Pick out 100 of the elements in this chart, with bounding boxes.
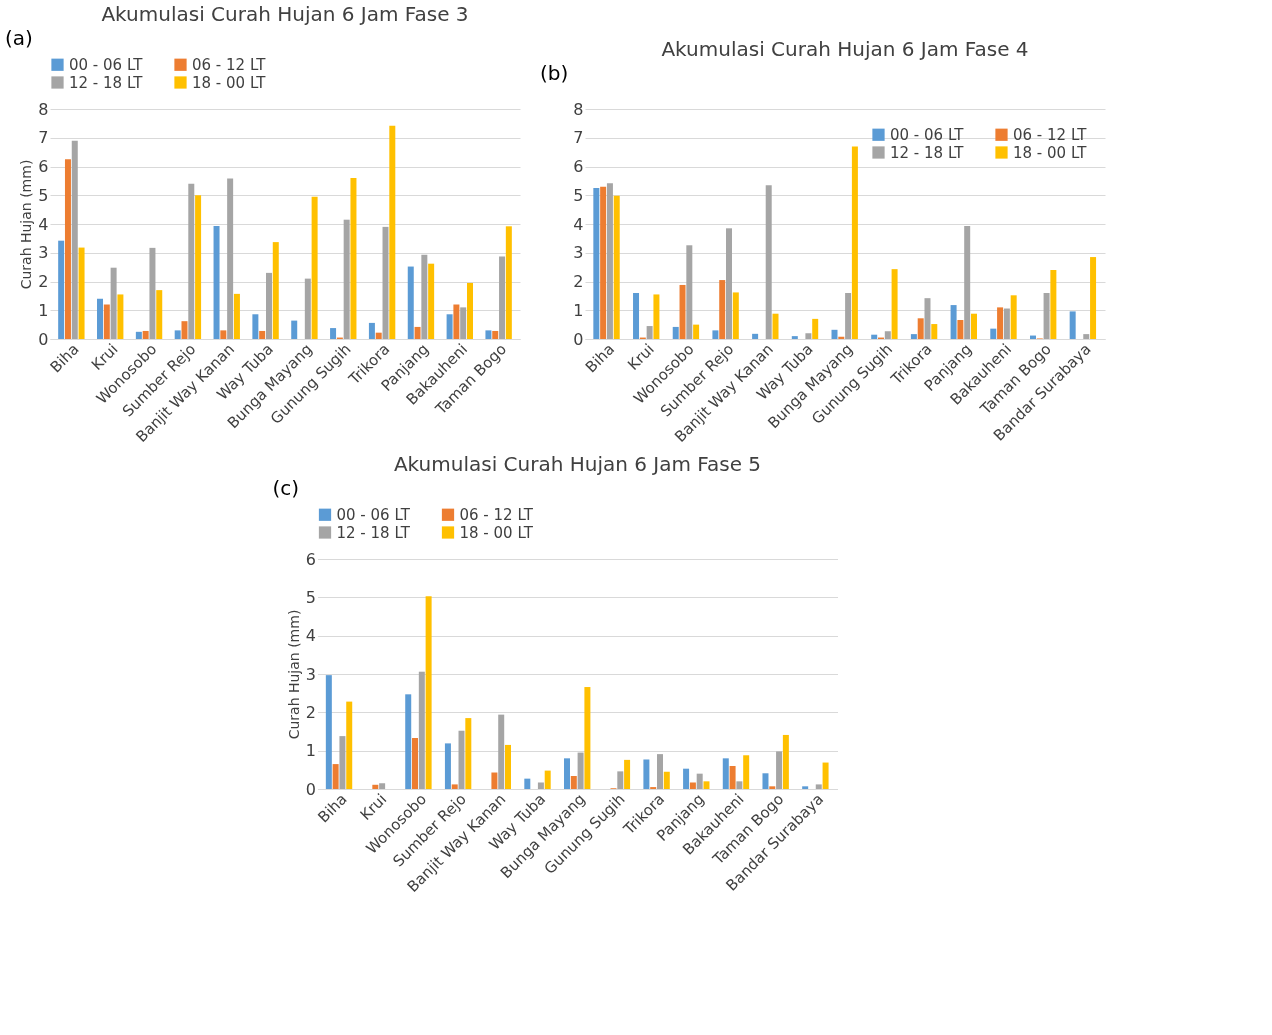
y-tick-label: 5 bbox=[305, 587, 316, 607]
y-tick-label: 5 bbox=[38, 185, 49, 205]
bar bbox=[719, 280, 726, 339]
bar bbox=[1069, 311, 1076, 339]
bar bbox=[931, 324, 938, 339]
bar bbox=[851, 146, 858, 339]
chart-title: Akumulasi Curah Hujan 6 Jam Fase 3 bbox=[101, 2, 469, 26]
bar bbox=[233, 293, 240, 339]
bar bbox=[544, 770, 551, 789]
bar bbox=[997, 307, 1004, 339]
bar bbox=[577, 752, 584, 789]
bar bbox=[782, 734, 789, 789]
bar bbox=[453, 304, 460, 339]
bar bbox=[485, 330, 492, 339]
bar bbox=[769, 786, 776, 789]
bar bbox=[765, 185, 772, 339]
bar bbox=[822, 762, 829, 789]
bar bbox=[743, 755, 750, 789]
bar bbox=[624, 759, 631, 789]
bar bbox=[802, 786, 809, 789]
y-tick-label: 1 bbox=[305, 741, 316, 761]
y-tick-label: 0 bbox=[305, 779, 316, 799]
bar bbox=[188, 183, 195, 339]
bar bbox=[368, 322, 375, 339]
y-tick-label: 1 bbox=[38, 300, 49, 320]
bar bbox=[884, 331, 891, 339]
bar bbox=[570, 775, 577, 789]
legend-label: 18 - 00 LT bbox=[1013, 143, 1088, 162]
bar bbox=[156, 290, 163, 339]
bar bbox=[505, 744, 512, 789]
bar bbox=[752, 333, 759, 339]
bar bbox=[505, 226, 512, 339]
bar bbox=[831, 329, 838, 339]
legend-label: 00 - 06 LT bbox=[890, 125, 965, 144]
legend-label: 18 - 00 LT bbox=[459, 523, 534, 542]
bar bbox=[646, 326, 653, 339]
bar bbox=[110, 267, 117, 339]
bar bbox=[584, 687, 591, 789]
bar bbox=[924, 298, 931, 339]
bar bbox=[446, 314, 453, 339]
bar bbox=[970, 313, 977, 339]
bar bbox=[805, 333, 812, 339]
bar bbox=[149, 247, 156, 339]
y-tick-label: 7 bbox=[573, 128, 584, 148]
bar bbox=[845, 293, 852, 339]
bar bbox=[444, 743, 451, 789]
bar bbox=[332, 764, 339, 789]
bar bbox=[350, 178, 357, 339]
legend-label: 12 - 18 LT bbox=[69, 73, 144, 92]
bar bbox=[917, 318, 924, 339]
bar bbox=[372, 784, 379, 789]
bar bbox=[330, 328, 337, 339]
y-tick-label: 4 bbox=[305, 626, 316, 646]
bar bbox=[957, 320, 964, 339]
bar bbox=[693, 324, 700, 339]
legend-label: 00 - 06 LT bbox=[336, 505, 411, 524]
bar bbox=[339, 736, 346, 789]
bar bbox=[346, 701, 353, 789]
bar bbox=[389, 125, 396, 339]
bar bbox=[1010, 295, 1017, 339]
bar bbox=[722, 758, 729, 789]
bar bbox=[679, 284, 686, 339]
bar bbox=[135, 331, 142, 339]
y-tick-label: 0 bbox=[573, 329, 584, 349]
bar bbox=[58, 240, 65, 339]
bar bbox=[606, 183, 613, 339]
bar bbox=[375, 332, 382, 339]
bar bbox=[405, 694, 412, 789]
bar bbox=[498, 714, 505, 789]
y-axis-title: Curah Hujan (mm) bbox=[285, 609, 302, 740]
bar bbox=[499, 256, 506, 339]
bar bbox=[311, 196, 318, 339]
bar bbox=[265, 272, 272, 339]
bar bbox=[633, 293, 640, 339]
bar bbox=[726, 228, 733, 339]
y-tick-label: 2 bbox=[305, 702, 316, 722]
y-tick-label: 4 bbox=[38, 214, 49, 234]
bar bbox=[1003, 308, 1010, 339]
bar bbox=[291, 320, 298, 339]
bar bbox=[812, 318, 819, 339]
y-axis-title: Curah Hujan (mm) bbox=[18, 159, 35, 290]
y-tick-label: 5 bbox=[573, 185, 584, 205]
bar bbox=[418, 671, 425, 789]
bar bbox=[1090, 257, 1097, 339]
bar bbox=[964, 226, 971, 339]
y-tick-label: 8 bbox=[38, 99, 49, 119]
bar bbox=[1050, 270, 1057, 339]
chart-title: Akumulasi Curah Hujan 6 Jam Fase 4 bbox=[661, 37, 1029, 61]
bar bbox=[325, 675, 332, 789]
bar bbox=[220, 330, 227, 339]
bar bbox=[252, 314, 259, 339]
bar bbox=[791, 336, 798, 339]
legend-label: 06 - 12 LT bbox=[459, 505, 534, 524]
bar bbox=[950, 305, 957, 339]
y-tick-label: 3 bbox=[573, 243, 584, 263]
bar bbox=[600, 186, 607, 339]
bar bbox=[683, 768, 690, 789]
bar bbox=[142, 330, 149, 339]
y-tick-label: 4 bbox=[573, 214, 584, 234]
bar bbox=[1043, 293, 1050, 339]
